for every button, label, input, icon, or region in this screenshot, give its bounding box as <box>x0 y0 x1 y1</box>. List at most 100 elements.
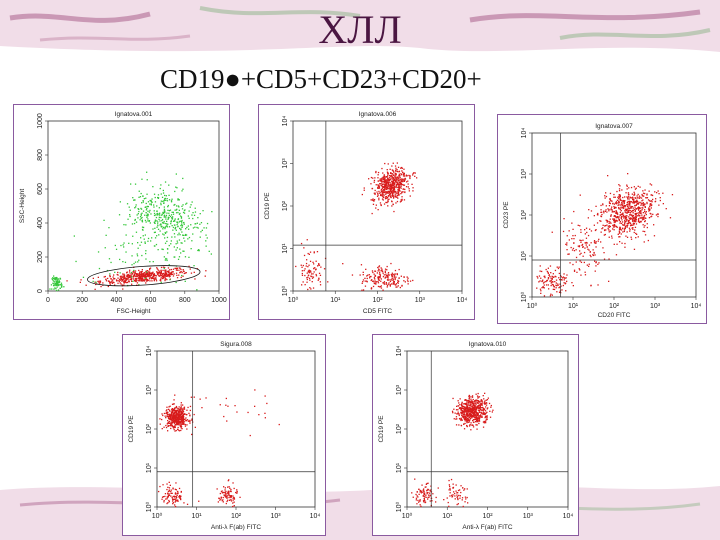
data-point <box>172 229 174 231</box>
data-point <box>170 223 172 225</box>
data-point <box>398 174 400 177</box>
data-point <box>370 287 373 289</box>
data-point <box>182 415 185 417</box>
data-point <box>455 484 457 486</box>
data-point <box>377 185 379 187</box>
data-point <box>170 490 172 493</box>
data-point <box>652 213 654 215</box>
data-point <box>136 255 139 257</box>
data-point <box>608 205 611 207</box>
data-point <box>642 190 644 192</box>
data-point <box>174 414 176 416</box>
data-point <box>156 213 158 215</box>
data-point <box>380 183 382 185</box>
data-point <box>163 273 166 275</box>
data-point <box>428 494 430 496</box>
data-point <box>382 276 385 278</box>
data-point <box>306 277 308 279</box>
data-point <box>641 209 643 211</box>
data-point <box>395 173 397 175</box>
data-point <box>188 256 190 258</box>
data-point <box>181 220 183 223</box>
data-point <box>199 223 201 225</box>
data-point <box>462 413 465 416</box>
data-point <box>610 208 612 210</box>
data-point <box>188 265 190 267</box>
data-points <box>411 392 494 508</box>
data-point <box>637 202 639 204</box>
data-point <box>605 219 607 221</box>
data-point <box>403 280 405 282</box>
data-point <box>375 207 377 209</box>
data-point <box>477 420 479 423</box>
data-point <box>483 401 485 403</box>
data-point <box>465 408 467 410</box>
data-point <box>130 183 132 185</box>
data-point <box>454 412 456 414</box>
data-point <box>140 271 142 273</box>
data-point <box>310 288 312 290</box>
data-point <box>168 501 170 503</box>
data-point <box>416 177 418 179</box>
data-point <box>169 410 171 412</box>
data-point <box>628 214 631 216</box>
data-point <box>151 237 153 239</box>
data-point <box>52 282 54 284</box>
data-point <box>637 236 639 238</box>
data-point <box>401 174 403 176</box>
data-point <box>382 176 384 178</box>
data-point <box>623 207 625 209</box>
data-point <box>58 281 61 283</box>
x-tick-label: 10⁰ <box>288 296 299 304</box>
data-point <box>193 396 195 398</box>
data-point <box>575 256 578 259</box>
data-point <box>395 276 397 278</box>
data-point <box>470 401 473 403</box>
data-point <box>188 420 190 422</box>
data-point <box>172 213 175 215</box>
data-point <box>587 217 589 219</box>
data-point <box>420 505 422 507</box>
data-point <box>638 206 640 208</box>
data-point <box>392 278 394 280</box>
data-point <box>144 276 146 278</box>
data-point <box>173 417 175 419</box>
data-point <box>616 226 618 228</box>
data-point <box>458 402 460 404</box>
data-point <box>264 417 266 419</box>
data-point <box>385 201 387 204</box>
data-point <box>166 423 168 425</box>
data-point <box>138 259 140 261</box>
data-point <box>585 244 587 246</box>
data-point <box>471 414 473 416</box>
data-point <box>184 256 187 258</box>
data-point <box>595 262 597 264</box>
data-point <box>145 197 147 199</box>
data-point <box>387 199 389 201</box>
data-point <box>416 495 418 497</box>
data-point <box>623 229 626 231</box>
data-point <box>175 482 177 484</box>
data-point <box>476 407 478 410</box>
data-point <box>638 202 640 204</box>
data-point <box>477 409 480 411</box>
data-point <box>642 194 644 197</box>
data-point <box>385 176 387 178</box>
data-point <box>608 222 610 224</box>
data-point <box>365 268 367 270</box>
data-point <box>399 286 401 289</box>
data-point <box>556 285 558 287</box>
data-point <box>183 407 185 409</box>
data-point <box>552 276 554 278</box>
data-point <box>56 278 58 280</box>
data-point <box>161 413 163 415</box>
data-point <box>642 230 644 232</box>
data-point <box>486 399 489 401</box>
data-point <box>427 498 429 500</box>
data-point <box>226 420 228 422</box>
data-point <box>154 219 157 221</box>
data-point <box>477 401 479 404</box>
data-point <box>146 205 148 208</box>
data-point <box>407 280 409 283</box>
data-point <box>613 205 615 208</box>
